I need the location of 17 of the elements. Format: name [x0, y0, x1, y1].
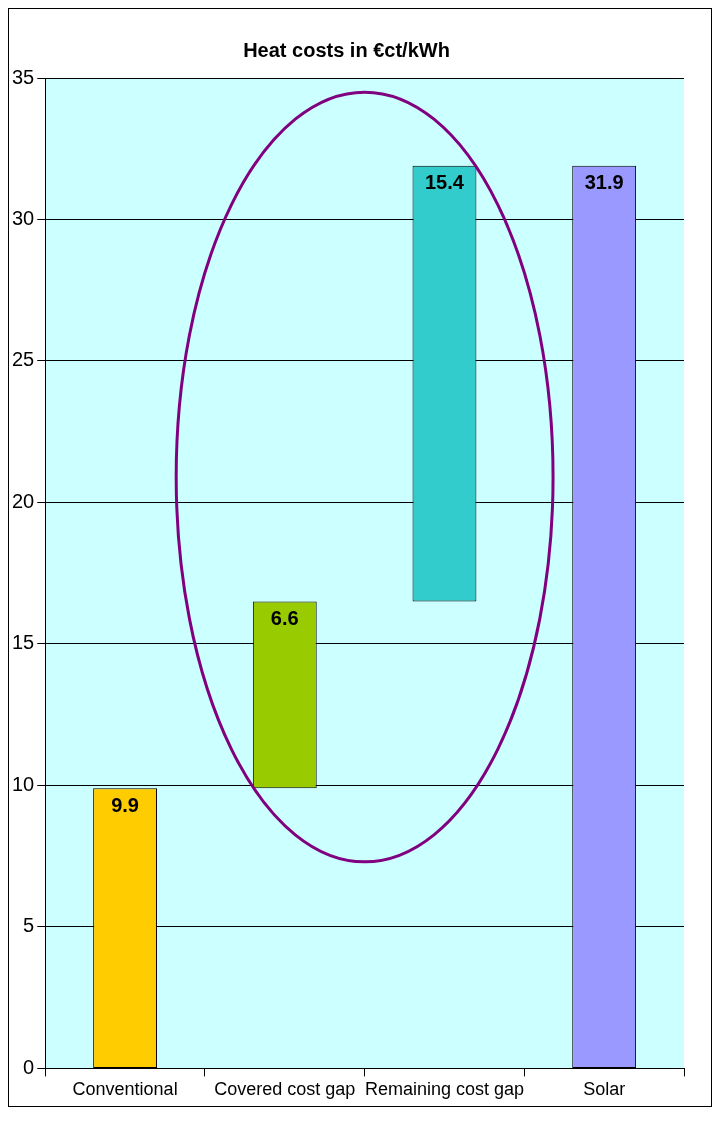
y-tick-label: 10: [12, 772, 35, 795]
chart-title: Heat costs in €ct/kWh: [243, 38, 450, 61]
x-tick-label: Solar: [583, 1079, 626, 1100]
data-label: 15.4: [425, 171, 465, 194]
y-tick-label: 30: [12, 207, 35, 229]
x-tick-label: Covered cost gap: [214, 1079, 356, 1100]
data-label: 9.9: [111, 793, 139, 816]
y-tick-label: 35: [12, 65, 35, 88]
data-label: 31.9: [584, 171, 624, 194]
y-tick-label: 5: [23, 914, 35, 937]
y-tick-label: 0: [23, 1055, 35, 1078]
y-tick-label: 25: [12, 348, 35, 371]
data-label: 6.6: [270, 607, 299, 630]
x-tick-label: Conventional: [72, 1079, 178, 1100]
y-tick-label: 20: [12, 489, 35, 512]
x-tick-label: Remaining cost gap: [364, 1079, 525, 1100]
y-tick-label: 15: [12, 631, 35, 654]
